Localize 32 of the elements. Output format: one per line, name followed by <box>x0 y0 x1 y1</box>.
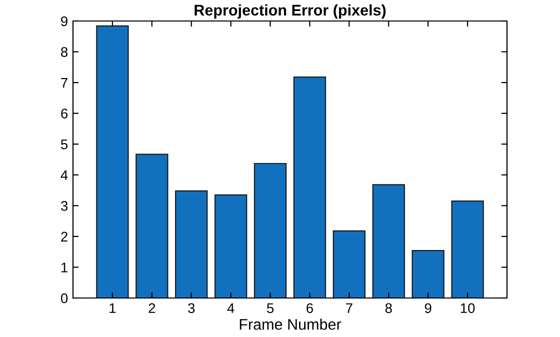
y-tick-label: 2 <box>61 232 68 242</box>
x-tick-label: 7 <box>346 303 352 313</box>
y-tick-label: 9 <box>61 16 68 26</box>
y-tick-label: 6 <box>61 108 68 119</box>
y-tick-label: 1 <box>61 262 68 272</box>
bar <box>372 184 405 298</box>
x-tick-label: 1 <box>110 303 116 313</box>
y-tick-label: 8 <box>61 47 68 57</box>
x-tick-label: 5 <box>266 303 274 314</box>
chart-title: Reprojection Error (pixels) <box>194 4 386 19</box>
bar <box>412 250 444 298</box>
bar <box>214 194 248 298</box>
x-tick-label: 10 <box>460 303 475 314</box>
bar <box>136 154 168 298</box>
x-tick-label: 9 <box>424 303 432 314</box>
y-tick-label: 4 <box>60 170 68 180</box>
y-tick-label: 5 <box>60 140 68 150</box>
bar <box>332 230 366 298</box>
x-tick-label: 8 <box>385 303 392 314</box>
x-tick-label: 6 <box>306 303 313 314</box>
x-tick-label: 4 <box>227 303 234 313</box>
x-axis-title: Frame Number <box>240 318 342 330</box>
bar <box>96 25 129 298</box>
x-tick-label: 2 <box>148 303 156 313</box>
x-tick-label: 3 <box>188 303 195 314</box>
bar <box>293 76 326 298</box>
y-tick-label: 3 <box>60 201 68 211</box>
y-tick-label: 7 <box>61 78 68 88</box>
bar <box>175 190 208 298</box>
y-tick-label: 0 <box>60 293 68 304</box>
bar <box>254 162 287 298</box>
bar <box>451 200 484 298</box>
